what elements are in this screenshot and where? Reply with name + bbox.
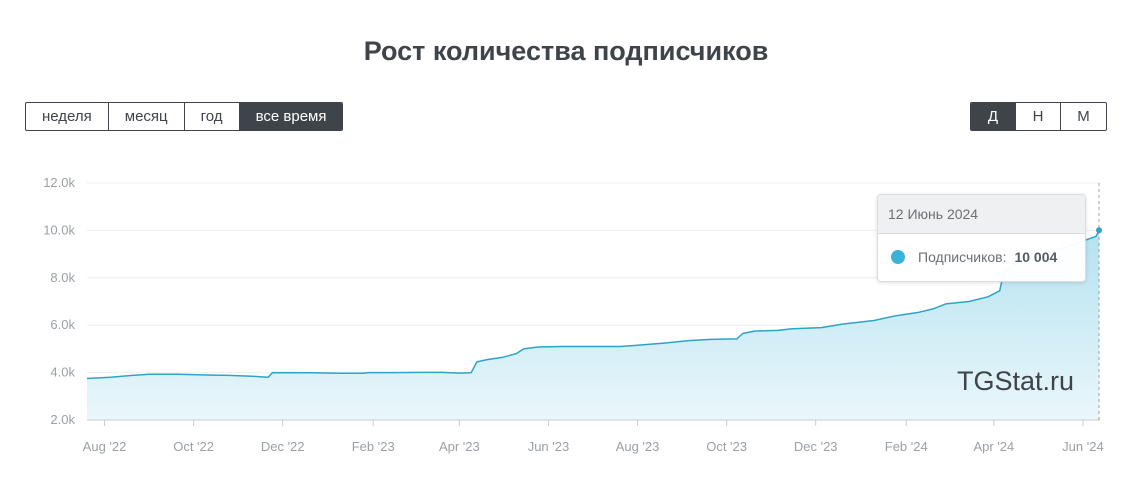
x-tick-label: Jun '23 [528, 439, 570, 454]
chart-title: Рост количества подписчиков [363, 36, 769, 66]
period-selector: неделя месяц год все время [25, 102, 344, 131]
period-all-time-button[interactable]: все время [239, 103, 343, 130]
x-tick-label: Dec '22 [261, 439, 305, 454]
x-tick-label: Apr '23 [439, 439, 480, 454]
y-tick-label: 8.0k [50, 270, 75, 285]
x-tick-label: Aug '23 [616, 439, 660, 454]
period-year-button[interactable]: год [185, 103, 240, 130]
x-tick-label: Dec '23 [794, 439, 838, 454]
scale-month-button[interactable]: М [1077, 108, 1090, 125]
series-dot-icon [891, 250, 905, 264]
area-layer [86, 229, 1100, 420]
x-tick-label: Jun '24 [1062, 439, 1104, 454]
tooltip-label: Подписчиков: [918, 249, 1007, 265]
scale-day-button[interactable]: Д [971, 103, 1016, 130]
tooltip-value: 10 004 [1014, 249, 1058, 265]
y-tick-label: 10.0k [43, 222, 75, 237]
y-tick-label: 2.0k [50, 412, 75, 427]
x-tick-label: Feb '24 [885, 439, 928, 454]
tooltip-body: Подписчиков: 10 004 [878, 234, 1085, 280]
series-area [87, 230, 1099, 420]
watermark: TGStat.ru [957, 366, 1075, 396]
y-axis: 2.0k 4.0k 6.0k 8.0k 10.0k 12.0k [43, 175, 75, 427]
y-tick-label: 4.0k [50, 365, 75, 380]
highlight-point [1096, 227, 1102, 234]
tooltip-date: 12 Июнь 2024 [878, 195, 1085, 234]
y-tick-label: 6.0k [50, 317, 75, 332]
series-line [86, 229, 1100, 380]
hover-marker-layer [1096, 183, 1102, 420]
y-tick-label: 12.0k [43, 175, 75, 190]
scale-selector: Д Н М [970, 102, 1107, 131]
chart-tooltip: 12 Июнь 2024 Подписчиков: 10 004 [877, 194, 1086, 282]
x-tick-label: Aug '22 [83, 439, 127, 454]
x-tick-label: Apr '24 [973, 439, 1014, 454]
period-month-button[interactable]: месяц [109, 103, 185, 130]
period-week-button[interactable]: неделя [26, 103, 109, 130]
x-tick-label: Oct '22 [173, 439, 214, 454]
x-tick-label: Feb '23 [352, 439, 395, 454]
x-tick-label: Oct '23 [706, 439, 747, 454]
scale-week-button[interactable]: Н [1016, 103, 1061, 130]
x-axis: Aug '22 Oct '22 Dec '22 Feb '23 Apr '23 Jun '… [83, 419, 1104, 454]
